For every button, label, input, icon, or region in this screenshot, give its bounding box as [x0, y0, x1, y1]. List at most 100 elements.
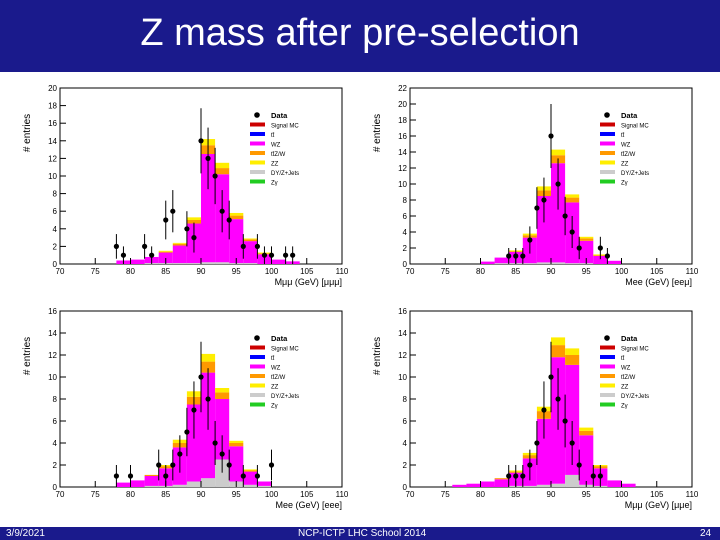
legend-label-ttzw: tt̄Z/W — [271, 151, 286, 158]
x-tick-label: 105 — [300, 490, 314, 499]
legend-label-data: Data — [621, 334, 638, 343]
data-point — [184, 226, 190, 232]
x-tick-label: 100 — [265, 490, 279, 499]
y-axis-label: # entries — [22, 114, 33, 152]
y-tick-label: 12 — [48, 351, 57, 360]
data-point — [240, 473, 246, 479]
x-tick-label: 90 — [547, 267, 556, 276]
bar-dy-z-jets — [144, 485, 159, 487]
legend-label-signal: Signal MC — [621, 347, 649, 353]
data-point — [127, 473, 134, 479]
y-tick-label: 10 — [48, 373, 57, 382]
legend-label-dy: DY/Z+Jets — [271, 171, 299, 177]
chart-panel-mumumu: 0 2 4 6 8 10 12 14 16 18 20 70 75 80 85 90 95 100 105 110Mμ… — [22, 84, 349, 287]
bar-ttz-w — [243, 470, 258, 472]
slide-title: Z mass after pre-selection — [140, 12, 580, 54]
y-tick-label: 16 — [48, 119, 57, 128]
data-point — [576, 462, 582, 468]
data-point — [569, 440, 575, 446]
bar-wz — [607, 480, 622, 487]
y-tick-label: 2 — [53, 461, 58, 470]
bar-ttz-w — [565, 197, 580, 203]
bar-dy-z-jets — [243, 484, 258, 487]
data-point — [113, 243, 119, 249]
y-tick-label: 14 — [398, 329, 407, 338]
title-bar — [0, 0, 720, 72]
y-tick-label: 2 — [403, 461, 408, 470]
x-tick-label: 80 — [126, 267, 135, 276]
x-tick-label: 70 — [406, 490, 415, 499]
legend-label-data: Data — [271, 111, 288, 120]
x-tick-label: 110 — [336, 490, 349, 499]
x-tick-label: 100 — [615, 490, 629, 499]
data-point — [142, 243, 148, 249]
y-tick-label: 14 — [48, 137, 57, 146]
y-tick-label: 22 — [398, 84, 407, 93]
bar-wz — [607, 260, 622, 264]
data-point — [283, 252, 289, 258]
data-point — [268, 462, 275, 468]
footer-bar: 3/9/2021 NCP-ICTP LHC School 2014 24 — [0, 527, 720, 540]
bar-dy-z-jets — [201, 262, 216, 264]
chart-panel-eemu: 0 2 4 6 8 10 12 14 16 18 20 22 70 75 80 85 90 95 100 105 110… — [372, 84, 699, 287]
x-tick-label: 85 — [511, 490, 520, 499]
y-tick-label: 10 — [398, 373, 407, 382]
data-point — [219, 451, 225, 457]
data-point — [597, 473, 603, 479]
legend-label-zz: ZZ — [621, 162, 629, 168]
legend-swatch-dy — [600, 393, 615, 397]
data-point — [261, 252, 268, 258]
bar-wz — [201, 154, 216, 263]
legend-swatch-zgamma — [250, 179, 265, 184]
bar-wz — [144, 476, 159, 486]
data-point — [520, 253, 526, 259]
legend-swatch-zz — [600, 160, 615, 165]
x-tick-label: 70 — [56, 490, 65, 499]
bar-zz — [172, 242, 187, 244]
data-point — [226, 462, 232, 468]
legend-label-wz: WZ — [621, 143, 631, 149]
legend-swatch-dy — [250, 393, 265, 397]
bar-zz — [229, 440, 244, 443]
data-point — [541, 197, 547, 203]
legend-swatch-ttbar — [250, 132, 265, 136]
legend-label-data: Data — [271, 334, 288, 343]
bar-ttz-w — [229, 215, 244, 220]
legend-label-ttzw: tt̄Z/W — [621, 374, 636, 381]
legend-label-signal: Signal MC — [621, 124, 649, 130]
bar-wz — [229, 446, 244, 482]
y-tick-label: 12 — [398, 351, 407, 360]
data-point — [268, 252, 275, 258]
legend-swatch-ttzw — [600, 151, 615, 155]
legend-marker-data — [604, 112, 610, 118]
legend-label-zgamma: Zγ — [621, 404, 628, 410]
legend-swatch-signal — [600, 345, 615, 350]
y-tick-label: 20 — [398, 100, 407, 109]
bar-ttz-w — [144, 474, 159, 476]
page-number: 24 — [700, 528, 712, 539]
x-tick-label: 75 — [441, 490, 450, 499]
bar-zz — [243, 238, 258, 240]
bar-wz — [243, 241, 258, 264]
y-tick-label: 6 — [403, 212, 408, 221]
bar-wz — [551, 163, 566, 263]
data-point — [191, 235, 197, 241]
bar-wz — [536, 418, 551, 485]
bar-wz — [494, 479, 509, 487]
legend-label-zz: ZZ — [621, 385, 629, 391]
y-tick-label: 0 — [403, 260, 408, 269]
legend-label-ttbar: tt̄ — [621, 132, 625, 139]
legend-swatch-dy — [250, 170, 265, 174]
data-point — [120, 252, 127, 258]
y-tick-label: 4 — [403, 228, 408, 237]
bar-wz — [257, 481, 272, 486]
bar-dy-z-jets — [565, 474, 580, 487]
y-axis-label: # entries — [372, 337, 383, 375]
bar-wz — [593, 256, 608, 264]
legend-label-ttbar: tt̄ — [271, 132, 275, 139]
data-point — [184, 429, 190, 435]
bar-zz — [186, 217, 201, 220]
bar-dy-z-jets — [536, 262, 551, 264]
data-point — [226, 217, 232, 223]
